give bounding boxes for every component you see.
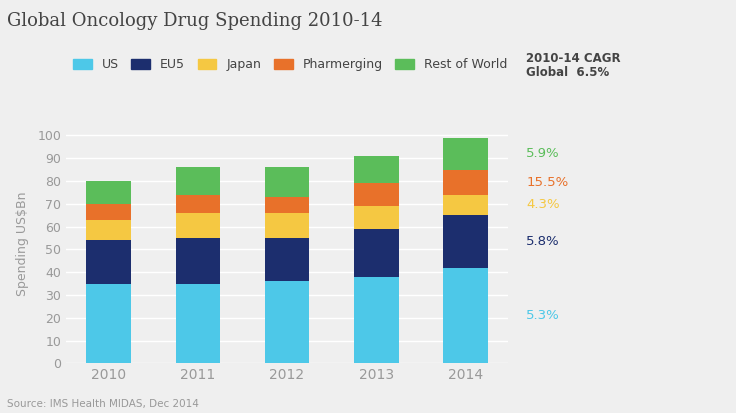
Legend: US, EU5, Japan, Pharmerging, Rest of World: US, EU5, Japan, Pharmerging, Rest of Wor… — [68, 54, 512, 76]
Bar — [354, 156, 399, 183]
Bar — [175, 213, 220, 238]
Text: 5.3%: 5.3% — [526, 309, 560, 322]
Bar — [354, 229, 399, 277]
Bar — [175, 167, 220, 195]
Bar — [354, 206, 399, 229]
Text: Global Oncology Drug Spending 2010-14: Global Oncology Drug Spending 2010-14 — [7, 12, 383, 31]
Bar — [443, 215, 488, 268]
Text: 4.3%: 4.3% — [526, 198, 560, 211]
Text: 5.9%: 5.9% — [526, 147, 560, 160]
Bar — [265, 197, 309, 213]
Bar — [175, 238, 220, 284]
Bar — [86, 240, 131, 284]
Text: Source: IMS Health MIDAS, Dec 2014: Source: IMS Health MIDAS, Dec 2014 — [7, 399, 199, 409]
Text: 2010-14 CAGR: 2010-14 CAGR — [526, 52, 621, 64]
Bar — [265, 281, 309, 363]
Bar — [265, 238, 309, 281]
Bar — [265, 167, 309, 197]
Bar — [443, 268, 488, 363]
Bar — [86, 284, 131, 363]
Text: 5.8%: 5.8% — [526, 235, 560, 248]
Bar — [175, 284, 220, 363]
Text: Global  6.5%: Global 6.5% — [526, 66, 609, 79]
Bar — [86, 220, 131, 240]
Text: 15.5%: 15.5% — [526, 176, 568, 189]
Bar — [354, 183, 399, 206]
Bar — [175, 195, 220, 213]
Bar — [443, 138, 488, 169]
Bar — [86, 204, 131, 220]
Y-axis label: Spending US$Bn: Spending US$Bn — [16, 191, 29, 296]
Bar — [265, 213, 309, 238]
Bar — [354, 277, 399, 363]
Bar — [443, 195, 488, 215]
Bar — [86, 181, 131, 204]
Bar — [443, 169, 488, 195]
